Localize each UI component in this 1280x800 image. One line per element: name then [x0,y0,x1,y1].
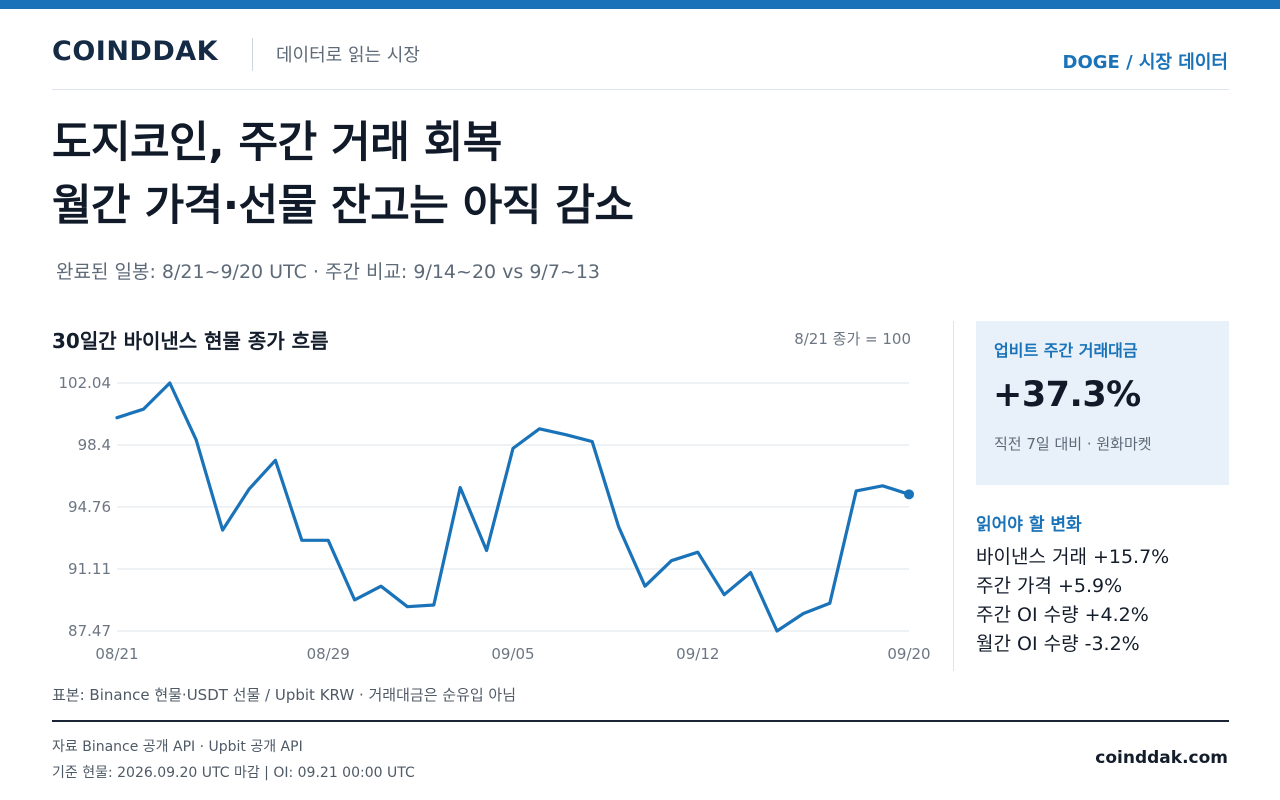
y-tick-label: 91.11 [68,560,111,578]
chart-title: 30일간 바이낸스 현물 종가 흐름 [52,329,329,353]
x-tick-label: 08/21 [95,645,138,663]
brand-tagline: 데이터로 읽는 시장 [276,45,420,66]
footer-site-link[interactable]: coinddak.com [1095,748,1228,768]
headline-line-1: 도지코인, 주간 거래 회복 [52,118,502,168]
headline: 도지코인, 주간 거래 회복 월간 가격·선물 잔고는 아직 감소 [52,112,634,238]
source-note: 표본: Binance 현물·USDT 선물 / Upbit KRW · 거래대… [52,686,517,704]
section-link[interactable]: DOGE / 시장 데이터 [1062,52,1229,73]
chart-baseline-note: 8/21 종가 = 100 [794,330,911,348]
changes-title: 읽어야 할 변화 [976,515,1082,535]
upbit-volume-card: 업비트 주간 거래대금 +37.3% 직전 7일 대비 · 원화마켓 [976,321,1229,485]
y-tick-label: 87.47 [68,622,111,640]
brand-logo[interactable]: COINDDAK [52,36,219,67]
change-item: 바이낸스 거래 +15.7% [976,546,1170,568]
price-line-chart: 102.04 98.4 94.76 91.11 87.47 08/21 08/29 09/05… [59,374,931,663]
brand-divider [252,38,253,71]
y-tick-label: 98.4 [78,436,111,454]
card-value: +37.3% [993,375,1141,415]
change-item: 주간 OI 수량 +4.2% [976,604,1149,626]
last-value-marker [904,489,914,500]
headline-line-2: 월간 가격·선물 잔고는 아직 감소 [52,181,634,231]
price-series-line [115,381,911,633]
y-tick-label: 102.04 [59,374,112,392]
x-tick-label: 09/20 [887,645,930,663]
subtitle: 완료된 일봉: 8/21~9/20 UTC · 주간 비교: 9/14~20 v… [56,261,601,283]
footer-basis: 기준 현물: 2026.09.20 UTC 마감 | OI: 09.21 00:… [52,765,415,781]
y-tick-label: 94.76 [68,498,111,516]
x-tick-label: 08/29 [307,645,350,663]
header-rule [52,89,1229,90]
change-item: 월간 OI 수량 -3.2% [976,633,1140,655]
top-accent-bar [0,0,1280,9]
x-tick-label: 09/05 [491,645,534,663]
change-item: 주간 가격 +5.9% [976,575,1123,597]
card-subtext: 직전 7일 대비 · 원화마켓 [994,435,1152,453]
card-label: 업비트 주간 거래대금 [994,341,1138,360]
footer-rule [52,720,1229,722]
changes-list: 바이낸스 거래 +15.7% 주간 가격 +5.9% 주간 OI 수량 +4.2… [976,543,1169,659]
sidebar-divider [953,321,954,671]
footer-source: 자료 Binance 공개 API · Upbit 공개 API [52,739,303,755]
x-tick-label: 09/12 [676,645,719,663]
